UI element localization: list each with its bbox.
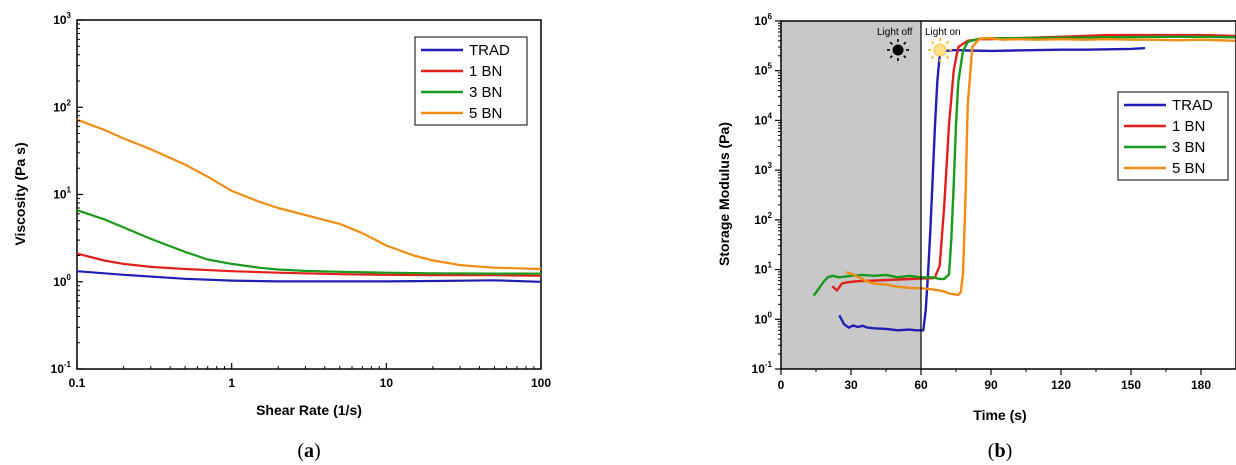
panel-b-caption: (b) xyxy=(988,440,1012,462)
x-tick-label: 1 xyxy=(228,376,235,390)
legend-label: 3 BN xyxy=(469,84,502,101)
y-tick-label: 102 xyxy=(53,98,71,114)
y-tick-label: 103 xyxy=(53,11,71,27)
legend-label: TRAD xyxy=(469,42,510,59)
legend-box xyxy=(1117,91,1229,181)
x-tick-label: 90 xyxy=(984,378,998,392)
y-tick-label: 103 xyxy=(754,161,772,177)
x-tick-label: 0.1 xyxy=(69,376,86,390)
bright-sun-icon xyxy=(928,38,952,62)
series-line-trad xyxy=(76,270,542,283)
legend-label: 5 BN xyxy=(469,105,502,122)
x-tick-label: 10 xyxy=(380,376,394,390)
legend-label: 5 BN xyxy=(1172,160,1205,177)
y-tick-label: 101 xyxy=(53,186,71,202)
panel-a-caption: (a) xyxy=(297,440,320,462)
panel-b-chart: 0 30 60 90 120 150 180 10-1 100 101 102 103 104 105 10… xyxy=(716,12,1236,423)
series-line-3-bn xyxy=(76,209,541,275)
y-tick-label: 10-1 xyxy=(752,360,773,376)
legend-label: TRAD xyxy=(1172,97,1213,114)
legend-box xyxy=(414,36,528,126)
panel-a-chart: 0.1 1 10 100 10-1 100 101 102 103 Shear Rate (1/… xyxy=(12,11,551,418)
y-tick-label: 101 xyxy=(754,261,772,277)
x-tick-label: 120 xyxy=(1051,378,1071,392)
series-line-1-bn xyxy=(76,252,542,277)
y-tick-label: 104 xyxy=(754,111,772,127)
panel-a-x-axis-label: Shear Rate (1/s) xyxy=(256,402,362,418)
legend-label: 1 BN xyxy=(469,63,502,80)
series-line-5-bn xyxy=(76,118,542,271)
x-tick-label: 100 xyxy=(531,376,551,390)
x-tick-label: 150 xyxy=(1121,378,1141,392)
series-line-trad xyxy=(838,46,1146,332)
panel-b-y-axis-label: Storage Modulus (Pa) xyxy=(716,122,732,266)
y-tick-label: 100 xyxy=(754,310,772,326)
light-on-annotation: Light on xyxy=(925,27,961,38)
x-tick-label: 60 xyxy=(914,378,928,392)
x-tick-label: 180 xyxy=(1191,378,1211,392)
light-off-shaded-region xyxy=(781,21,921,369)
y-tick-label: 105 xyxy=(754,62,772,78)
x-tick-label: 30 xyxy=(844,378,858,392)
y-tick-label: 106 xyxy=(754,12,772,28)
y-tick-label: 100 xyxy=(53,273,71,289)
panel-b-x-axis-label: Time (s) xyxy=(973,407,1026,423)
legend-label: 1 BN xyxy=(1172,118,1205,135)
y-tick-label: 102 xyxy=(754,211,772,227)
panel-a-y-axis-label: Viscosity (Pa s) xyxy=(12,142,28,245)
legend-label: 3 BN xyxy=(1172,139,1205,156)
x-tick-label: 0 xyxy=(778,378,785,392)
light-off-annotation: Light off xyxy=(877,27,913,38)
panel-b-plot-frame xyxy=(780,20,1236,370)
series-line-5-bn xyxy=(845,37,1236,297)
y-tick-label: 10-1 xyxy=(51,360,72,376)
dark-sun-icon xyxy=(887,39,909,61)
